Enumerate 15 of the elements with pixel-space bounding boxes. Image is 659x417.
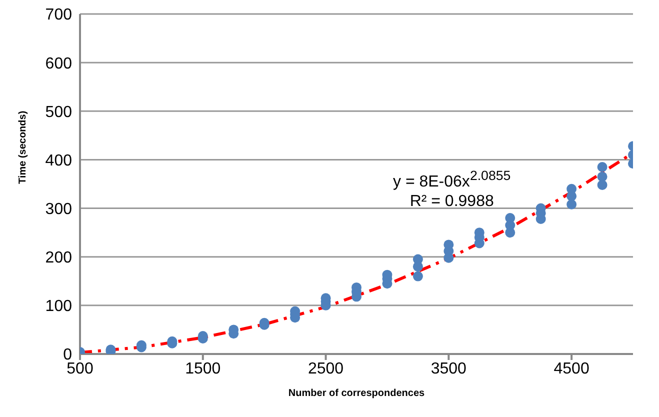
y-axis-title: Time (seconds) [18,110,29,184]
x-tick-label: 2500 [308,360,344,378]
y-tick-label: 700 [45,6,72,24]
y-tick-label: 200 [45,250,72,267]
y-tick-label: 300 [45,200,72,218]
x-axis-title: Number of correspondences [288,388,426,399]
x-tick-label: 3500 [430,360,467,378]
y-tick-label: 100 [45,298,72,316]
x-tick-label: 4500 [554,360,590,378]
y-tick-label: 400 [45,152,72,170]
annotation: y = 8E-06x$^{2.0855}$ [393,167,511,192]
y-tick-label: 600 [45,55,72,72]
annotation: R² = 0.9988 [408,192,495,212]
x-tick-label: 1500 [185,360,221,378]
y-tick-label: 500 [45,104,72,121]
